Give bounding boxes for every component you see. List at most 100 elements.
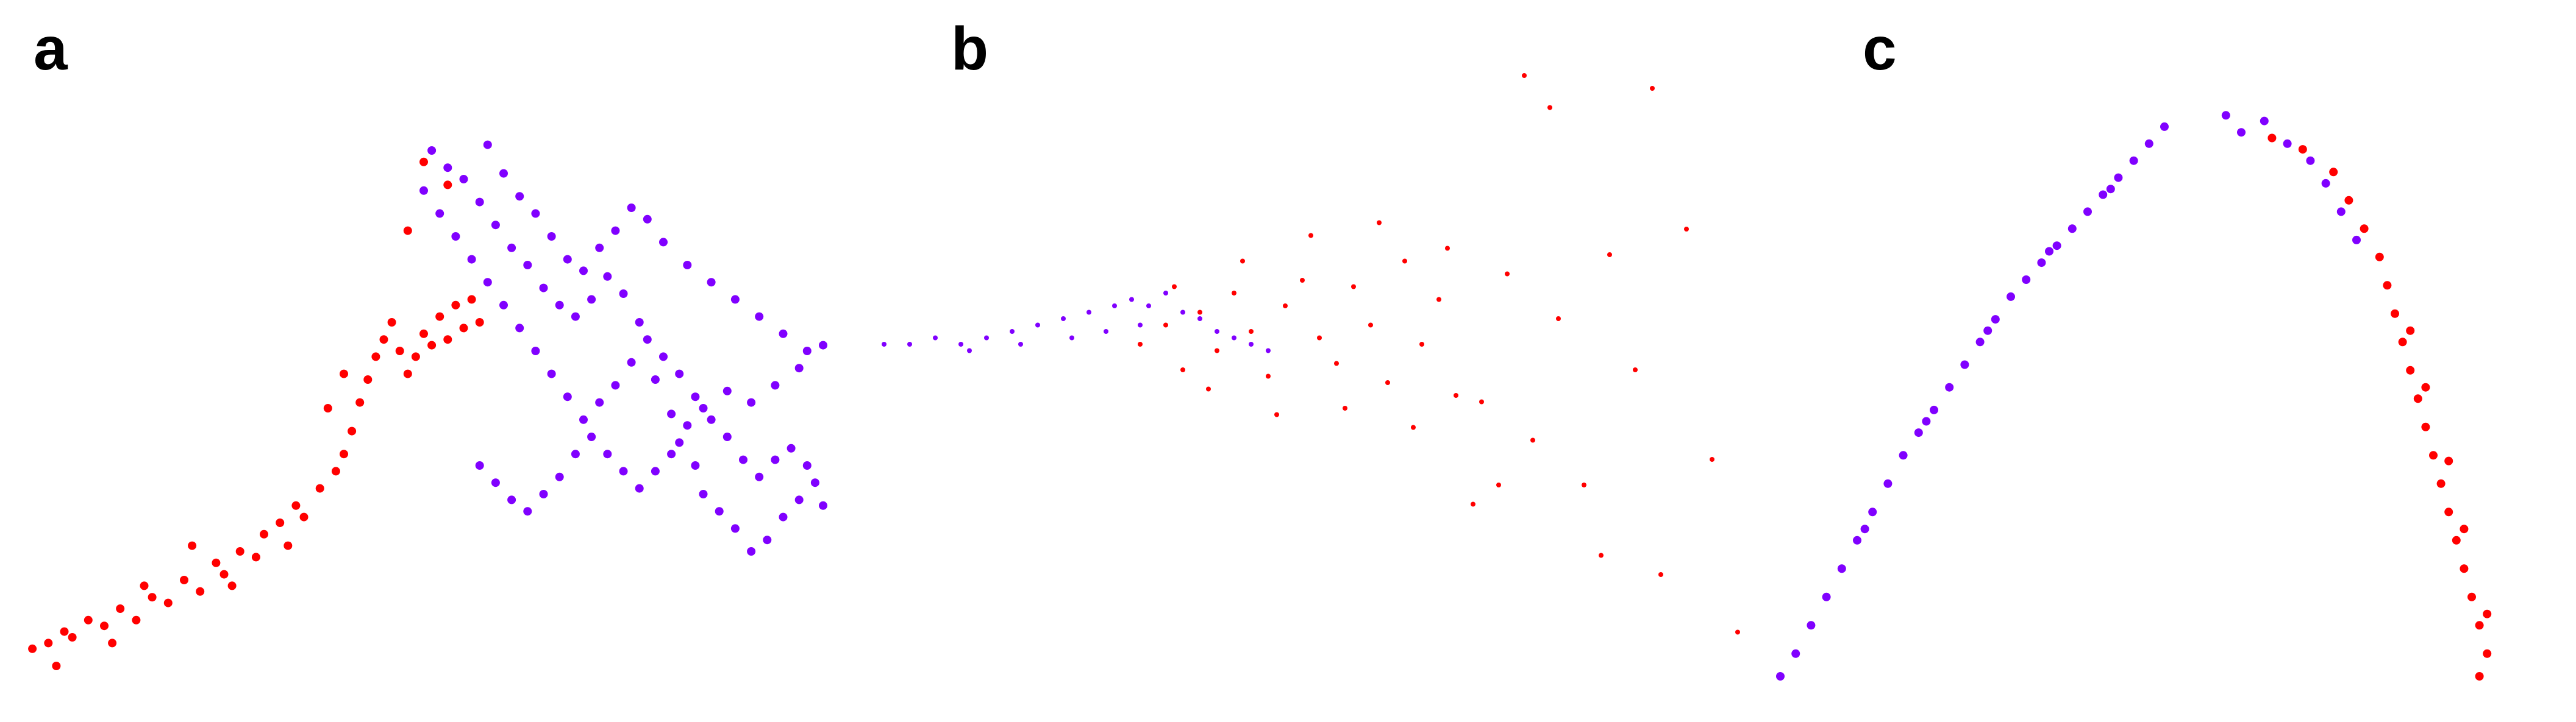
scatter-point-a-s1-84 <box>555 472 564 481</box>
scatter-point-a-s1-39 <box>611 381 620 390</box>
scatter-point-a-s0-19 <box>299 512 309 522</box>
scatter-point-a-s1-26 <box>819 501 827 510</box>
scatter-point-c-s0-1 <box>1791 649 1800 658</box>
scatter-point-a-s1-8 <box>555 300 564 310</box>
scatter-point-a-s0-36 <box>451 300 460 310</box>
scatter-point-c-s1-9 <box>2406 366 2415 375</box>
scatter-point-a-s1-18 <box>699 490 708 498</box>
scatter-point-a-s1-67 <box>755 312 764 321</box>
scatter-point-a-s1-87 <box>507 495 516 504</box>
scatter-point-b-s0-10 <box>1317 335 1322 341</box>
scatter-point-b-s1-1 <box>907 342 912 347</box>
scatter-point-a-s1-4 <box>491 221 500 230</box>
scatter-point-a-s1-40 <box>595 398 604 407</box>
scatter-point-a-s0-38 <box>467 295 476 304</box>
scatter-point-a-s1-75 <box>699 404 708 412</box>
scatter-point-a-s1-65 <box>707 278 716 287</box>
scatter-point-a-s1-37 <box>643 335 652 344</box>
scatter-point-a-s1-81 <box>603 450 612 459</box>
scatter-point-c-s0-32 <box>2237 128 2246 137</box>
scatter-point-b-s0-37 <box>1710 457 1714 462</box>
scatter-point-b-s0-19 <box>1172 284 1177 289</box>
scatter-point-c-s1-12 <box>2429 451 2438 460</box>
scatter-point-c-s0-8 <box>1899 451 1908 460</box>
scatter-point-a-s0-18 <box>291 501 301 510</box>
scatter-point-b-s1-20 <box>1018 342 1023 347</box>
scatter-point-b-s0-32 <box>1582 483 1586 487</box>
scatter-point-a-s1-66 <box>730 295 740 304</box>
scatter-point-a-s1-76 <box>683 421 692 430</box>
scatter-point-a-s1-70 <box>819 341 827 350</box>
scatter-point-b-s1-6 <box>1035 322 1040 328</box>
scatter-point-a-s0-12 <box>212 558 221 567</box>
scatter-point-a-s1-5 <box>507 243 516 252</box>
scatter-point-a-s1-72 <box>771 381 780 390</box>
scatter-point-b-s0-26 <box>1411 425 1416 430</box>
scatter-point-b-s0-27 <box>1445 246 1450 251</box>
scatter-point-b-s1-16 <box>1232 335 1236 341</box>
scatter-point-b-s0-11 <box>1334 361 1339 366</box>
scatter-point-c-s1-10 <box>2413 394 2422 403</box>
scatter-point-a-s1-71 <box>794 364 804 373</box>
scatter-point-a-s1-38 <box>627 358 636 367</box>
scatter-point-a-s0-24 <box>355 398 365 407</box>
scatter-point-a-s1-19 <box>715 507 724 516</box>
scatter-point-a-s1-49 <box>451 232 460 241</box>
scatter-point-a-s1-17 <box>691 461 700 470</box>
scatter-point-b-s0-23 <box>1308 233 1313 238</box>
scatter-point-b-s0-35 <box>1658 572 1663 577</box>
scatter-point-b-s0-34 <box>1633 367 1638 372</box>
scatter-point-a-s1-82 <box>587 433 596 441</box>
scatter-point-b-s0-9 <box>1300 278 1305 283</box>
scatter-point-a-s0-14 <box>235 547 244 556</box>
scatter-point-a-s1-62 <box>643 214 652 224</box>
scatter-point-a-s1-69 <box>802 347 812 355</box>
scatter-point-a-s0-31 <box>411 352 420 361</box>
scatter-point-a-s1-88 <box>491 478 500 487</box>
scatter-point-b-s0-44 <box>1650 86 1655 91</box>
scatter-point-a-s0-44 <box>227 581 237 590</box>
scatter-point-a-s1-0 <box>427 146 437 155</box>
scatter-point-a-s1-48 <box>467 255 476 264</box>
scatter-point-a-s0-4 <box>84 615 93 625</box>
scatter-point-c-s0-34 <box>2283 139 2292 148</box>
scatter-point-c-s0-24 <box>2144 139 2153 148</box>
scatter-point-a-s1-80 <box>619 467 628 476</box>
scatter-point-c-s1-23 <box>2444 456 2453 465</box>
scatter-point-a-s0-16 <box>260 529 268 539</box>
scatter-point-c-s0-5 <box>1853 536 1861 545</box>
scatter-point-a-s0-11 <box>196 587 205 596</box>
scatter-point-b-s0-31 <box>1556 316 1561 321</box>
scatter-point-a-s1-16 <box>675 438 684 447</box>
scatter-point-b-s0-20 <box>1206 386 1211 392</box>
scatter-point-a-s1-7 <box>539 283 548 292</box>
scatter-point-a-s0-42 <box>52 662 61 670</box>
scatter-point-b-s1-3 <box>958 342 963 347</box>
scatter-point-a-s1-53 <box>499 169 508 178</box>
scatter-point-a-s1-43 <box>547 369 556 378</box>
scatter-point-c-s1-22 <box>2460 525 2469 534</box>
scatter-point-b-s1-4 <box>984 335 989 341</box>
scatter-point-c-s0-4 <box>1837 564 1846 573</box>
scatter-point-a-s1-77 <box>667 450 676 459</box>
scatter-point-b-s0-25 <box>1377 220 1382 225</box>
scatter-point-c-s1-24 <box>2421 383 2430 392</box>
scatter-point-a-s1-47 <box>483 278 492 287</box>
scatter-point-b-s0-16 <box>1419 342 1424 347</box>
scatter-point-a-s0-1 <box>44 639 53 648</box>
scatter-point-a-s0-29 <box>395 347 404 355</box>
scatter-point-a-s1-2 <box>459 175 468 183</box>
scatter-point-b-s1-11 <box>1146 303 1151 308</box>
scatter-point-a-s0-23 <box>348 426 357 436</box>
scatter-point-b-s0-36 <box>1684 227 1689 232</box>
scatter-point-a-s1-45 <box>515 324 524 333</box>
scatter-point-a-s1-60 <box>611 226 620 235</box>
scatter-point-c-s0-29 <box>2045 247 2053 256</box>
panel-label-b: b <box>951 15 989 83</box>
scatter-point-b-s0-4 <box>1215 348 1219 353</box>
scatter-point-a-s1-56 <box>547 232 556 241</box>
scatter-point-b-s0-15 <box>1402 258 1407 264</box>
scatter-point-a-s0-21 <box>331 467 340 476</box>
scatter-point-a-s1-15 <box>667 409 676 419</box>
